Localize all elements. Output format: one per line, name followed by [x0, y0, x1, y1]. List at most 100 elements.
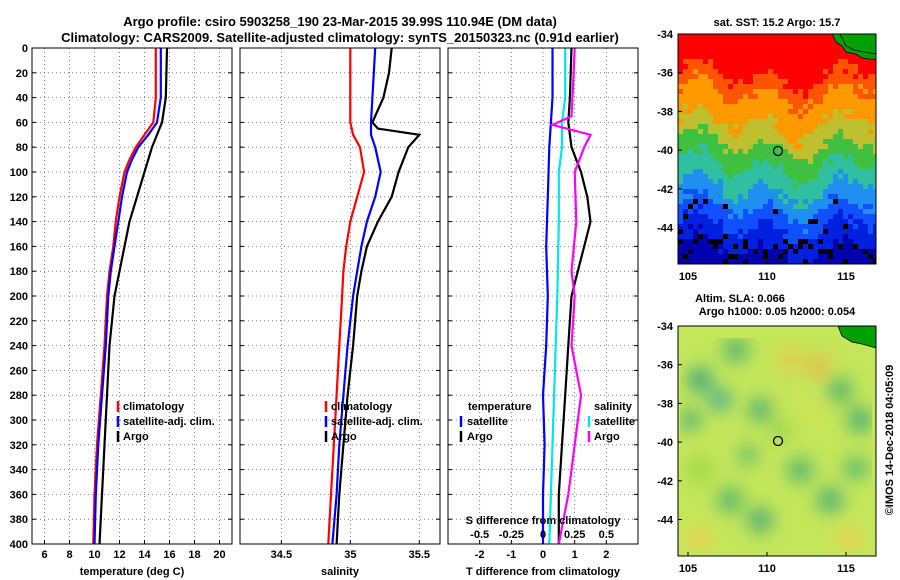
sst-cell: [733, 59, 738, 64]
sst-cell: [723, 259, 728, 264]
sst-cell: [723, 124, 728, 129]
sst-cell: [738, 229, 743, 234]
sst-cell: [843, 159, 848, 164]
series-line-climatology: [92, 48, 157, 544]
sst-cell: [738, 144, 743, 149]
sst-cell: [728, 84, 733, 89]
sst-cell: [718, 214, 723, 219]
sst-cell: [678, 239, 683, 244]
sst-cell: [863, 124, 868, 129]
sst-cell: [793, 59, 798, 64]
sst-cell: [693, 99, 698, 104]
sst-cell: [773, 99, 778, 104]
sst-cell: [773, 94, 778, 99]
sst-cell: [778, 134, 783, 139]
sst-cell: [678, 69, 683, 74]
sst-cell: [693, 149, 698, 154]
sst-cell: [688, 104, 693, 109]
sst-cell: [848, 59, 853, 64]
sst-cell: [678, 199, 683, 204]
sst-cell: [828, 259, 833, 264]
sst-cell: [773, 49, 778, 54]
sst-cell: [853, 259, 858, 264]
sst-cell: [688, 159, 693, 164]
sla-blob: [845, 457, 867, 479]
sst-cell: [853, 224, 858, 229]
sst-cell: [678, 254, 683, 259]
sst-cell: [818, 99, 823, 104]
sst-cell: [788, 204, 793, 209]
map-lon-label: 110: [758, 563, 776, 575]
sst-cell: [758, 249, 763, 254]
sst-cell: [698, 124, 703, 129]
sst-cell: [693, 109, 698, 114]
sst-cell: [843, 144, 848, 149]
sst-cell: [788, 184, 793, 189]
sst-cell: [773, 169, 778, 174]
sst-cell: [753, 189, 758, 194]
sst-cell: [858, 74, 863, 79]
sst-cell: [698, 44, 703, 49]
sst-cell: [733, 194, 738, 199]
sst-cell: [843, 224, 848, 229]
sst-cell: [723, 139, 728, 144]
sst-cell: [848, 89, 853, 94]
sst-cell: [728, 194, 733, 199]
sst-cell: [743, 209, 748, 214]
sst-cell: [798, 129, 803, 134]
sst-cell: [843, 109, 848, 114]
sst-cell: [783, 39, 788, 44]
sst-cell: [823, 254, 828, 259]
sst-cell: [733, 49, 738, 54]
sst-cell: [693, 254, 698, 259]
series-line-satellite-adj--clim-: [331, 48, 382, 544]
sst-cell: [753, 184, 758, 189]
sst-cell: [803, 64, 808, 69]
sst-cell: [758, 179, 763, 184]
sst-cell: [838, 199, 843, 204]
sst-cell: [748, 139, 753, 144]
sst-cell: [758, 39, 763, 44]
sst-cell: [678, 114, 683, 119]
sst-cell: [818, 49, 823, 54]
sst-cell: [753, 159, 758, 164]
sst-cell: [848, 194, 853, 199]
sst-cell: [863, 169, 868, 174]
sst-cell: [708, 124, 713, 129]
sst-cell: [823, 219, 828, 224]
sst-cell: [868, 114, 873, 119]
sst-cell: [678, 189, 683, 194]
sst-cell: [743, 189, 748, 194]
series-line-climatology: [327, 48, 366, 544]
sst-cell: [818, 79, 823, 84]
sst-cell: [818, 194, 823, 199]
sst-cell: [768, 39, 773, 44]
sst-cell: [858, 239, 863, 244]
sst-cell: [788, 119, 793, 124]
sst-cell: [688, 149, 693, 154]
sst-cell: [713, 59, 718, 64]
sst-cell: [703, 174, 708, 179]
sst-cell: [763, 154, 768, 159]
sst-cell: [843, 149, 848, 154]
sst-cell: [743, 104, 748, 109]
sst-cell: [693, 169, 698, 174]
sst-cell: [868, 259, 873, 264]
sst-cell: [793, 124, 798, 129]
sst-cell: [803, 254, 808, 259]
sst-cell: [693, 144, 698, 149]
sst-cell: [768, 159, 773, 164]
sst-cell: [723, 169, 728, 174]
sst-cell: [748, 199, 753, 204]
sst-cell: [723, 89, 728, 94]
sst-cell: [763, 164, 768, 169]
sst-cell: [678, 214, 683, 219]
sst-cell: [713, 109, 718, 114]
sst-cell: [723, 84, 728, 89]
sst-cell: [828, 224, 833, 229]
sst-cell: [833, 124, 838, 129]
sst-cell: [728, 114, 733, 119]
sst-cell: [793, 229, 798, 234]
map-lon-label: 105: [679, 563, 697, 575]
sst-cell: [713, 69, 718, 74]
